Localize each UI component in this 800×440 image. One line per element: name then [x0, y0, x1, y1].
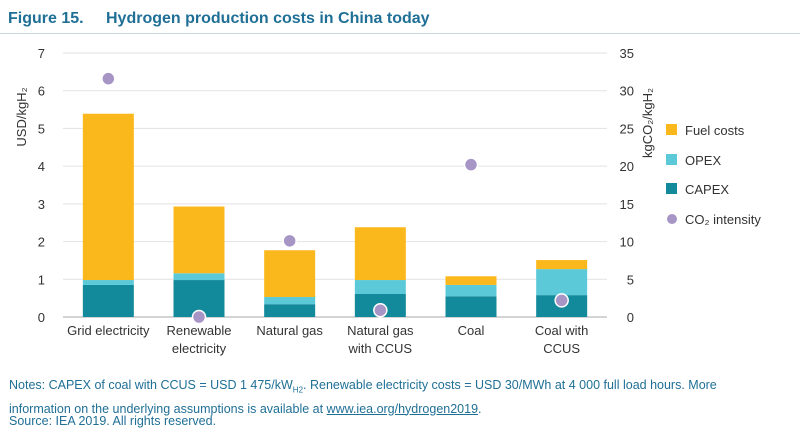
y2-tick-label: 15: [620, 197, 634, 212]
legend-label: CO₂ intensity: [685, 212, 761, 227]
legend-label: Fuel costs: [685, 123, 745, 138]
source-text: Source: IEA 2019. All rights reserved.: [9, 414, 217, 428]
notes-subscript: H2: [292, 385, 304, 395]
notes-text-2: . Renewable electricity costs = USD 30/M…: [9, 378, 717, 416]
legend-label: CAPEX: [685, 182, 729, 197]
co2-intensity-point: [373, 302, 388, 318]
legend-label: OPEX: [685, 153, 721, 168]
y-tick-label: 7: [38, 46, 45, 61]
co2-intensity-point: [191, 309, 207, 325]
bar-fuel-costs: [445, 276, 497, 285]
y-tick-label: 1: [38, 272, 45, 287]
y2-tick-label: 0: [627, 310, 634, 325]
y-axis-label: USD/kgH₂: [14, 87, 29, 146]
y2-tick-label: 25: [620, 121, 634, 136]
legend-swatch: [666, 154, 677, 165]
bar-fuel-costs: [536, 260, 588, 270]
bar-opex: [173, 273, 225, 281]
y-tick-label: 3: [38, 197, 45, 212]
notes-text: Notes: CAPEX of coal with CCUS = USD 1 4…: [9, 378, 293, 392]
bar-fuel-costs: [173, 206, 225, 274]
y-tick-label: 6: [38, 84, 45, 99]
x-tick-label: Renewable: [166, 323, 231, 338]
y-tick-label: 0: [38, 310, 45, 325]
y-tick-label: 2: [38, 235, 45, 250]
co2-intensity-point: [463, 157, 479, 172]
title-divider: [0, 33, 800, 34]
bar-opex: [82, 280, 134, 285]
bar-capex: [82, 284, 134, 317]
bar-opex: [264, 297, 316, 305]
bar-opex: [445, 284, 497, 297]
bar-capex: [445, 296, 497, 317]
x-tick-label: Natural gas: [347, 323, 414, 338]
y2-tick-label: 5: [627, 272, 634, 287]
x-tick-label: Coal with: [535, 323, 588, 338]
bar-opex: [536, 269, 588, 296]
figure-title: Figure 15. Hydrogen production costs in C…: [8, 10, 430, 28]
y-tick-label: 5: [38, 121, 45, 136]
bar-fuel-costs: [264, 250, 316, 298]
legend-swatch: [667, 214, 677, 224]
x-tick-label: Grid electricity: [67, 323, 150, 338]
bar-fuel-costs: [82, 113, 134, 281]
x-tick-label: electricity: [172, 341, 227, 356]
legend-swatch: [666, 183, 677, 194]
co2-intensity-point: [282, 233, 297, 249]
x-tick-label: Natural gas: [256, 323, 323, 338]
x-tick-label: with CCUS: [348, 341, 413, 356]
bar-opex: [354, 280, 406, 294]
figure-title-text: Hydrogen production costs in China today: [106, 10, 430, 27]
bar-fuel-costs: [354, 227, 406, 281]
y-tick-label: 4: [38, 159, 45, 174]
y2-tick-label: 10: [620, 235, 634, 250]
notes: Notes: CAPEX of coal with CCUS = USD 1 4…: [9, 376, 769, 418]
y2-tick-label: 35: [620, 46, 634, 61]
legend-swatch: [666, 124, 677, 135]
notes-end: .: [478, 401, 482, 416]
y2-tick-label: 20: [620, 159, 634, 174]
x-tick-label: Coal: [458, 323, 485, 338]
y2-tick-label: 30: [620, 84, 634, 99]
x-tick-label: CCUS: [543, 341, 580, 356]
co2-intensity-point: [101, 71, 116, 86]
y2-axis-label: kgCO₂/kgH₂: [640, 88, 655, 158]
bar-capex: [264, 304, 316, 317]
notes-link[interactable]: www.iea.org/hydrogen2019: [326, 401, 479, 416]
chart: 0 1 2 3 4 5 6 7 0 5 10 15 20 25 30 35 USD/kgH₂ kgCO₂/kgH₂…: [14, 46, 761, 356]
co2-intensity-point: [554, 293, 569, 308]
figure-number: Figure 15.: [8, 10, 84, 27]
